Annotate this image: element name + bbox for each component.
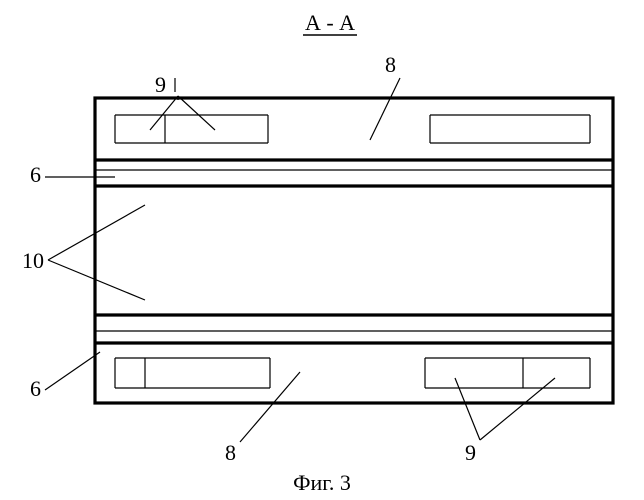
label-8-bot: 8: [225, 440, 236, 465]
leader-9b-bot: [480, 378, 555, 440]
leader-9a-bot: [455, 378, 480, 440]
leader-8-top: [370, 78, 400, 140]
section-diagram: А - А 8 9 6 10 6 8 9 Фиг. 3: [0, 0, 644, 500]
leader-9b-top: [178, 96, 215, 130]
section-title: А - А: [305, 10, 355, 35]
figure-caption: Фиг. 3: [293, 470, 351, 495]
label-8-top: 8: [385, 52, 396, 77]
outer-shell: [95, 98, 613, 403]
leader-6-lower: [45, 352, 100, 390]
label-9-top: 9: [155, 72, 166, 97]
leader-9a-top: [150, 96, 178, 130]
label-6-upper: 6: [30, 162, 41, 187]
label-6-lower: 6: [30, 376, 41, 401]
label-9-bot: 9: [465, 440, 476, 465]
label-10: 10: [22, 248, 44, 273]
